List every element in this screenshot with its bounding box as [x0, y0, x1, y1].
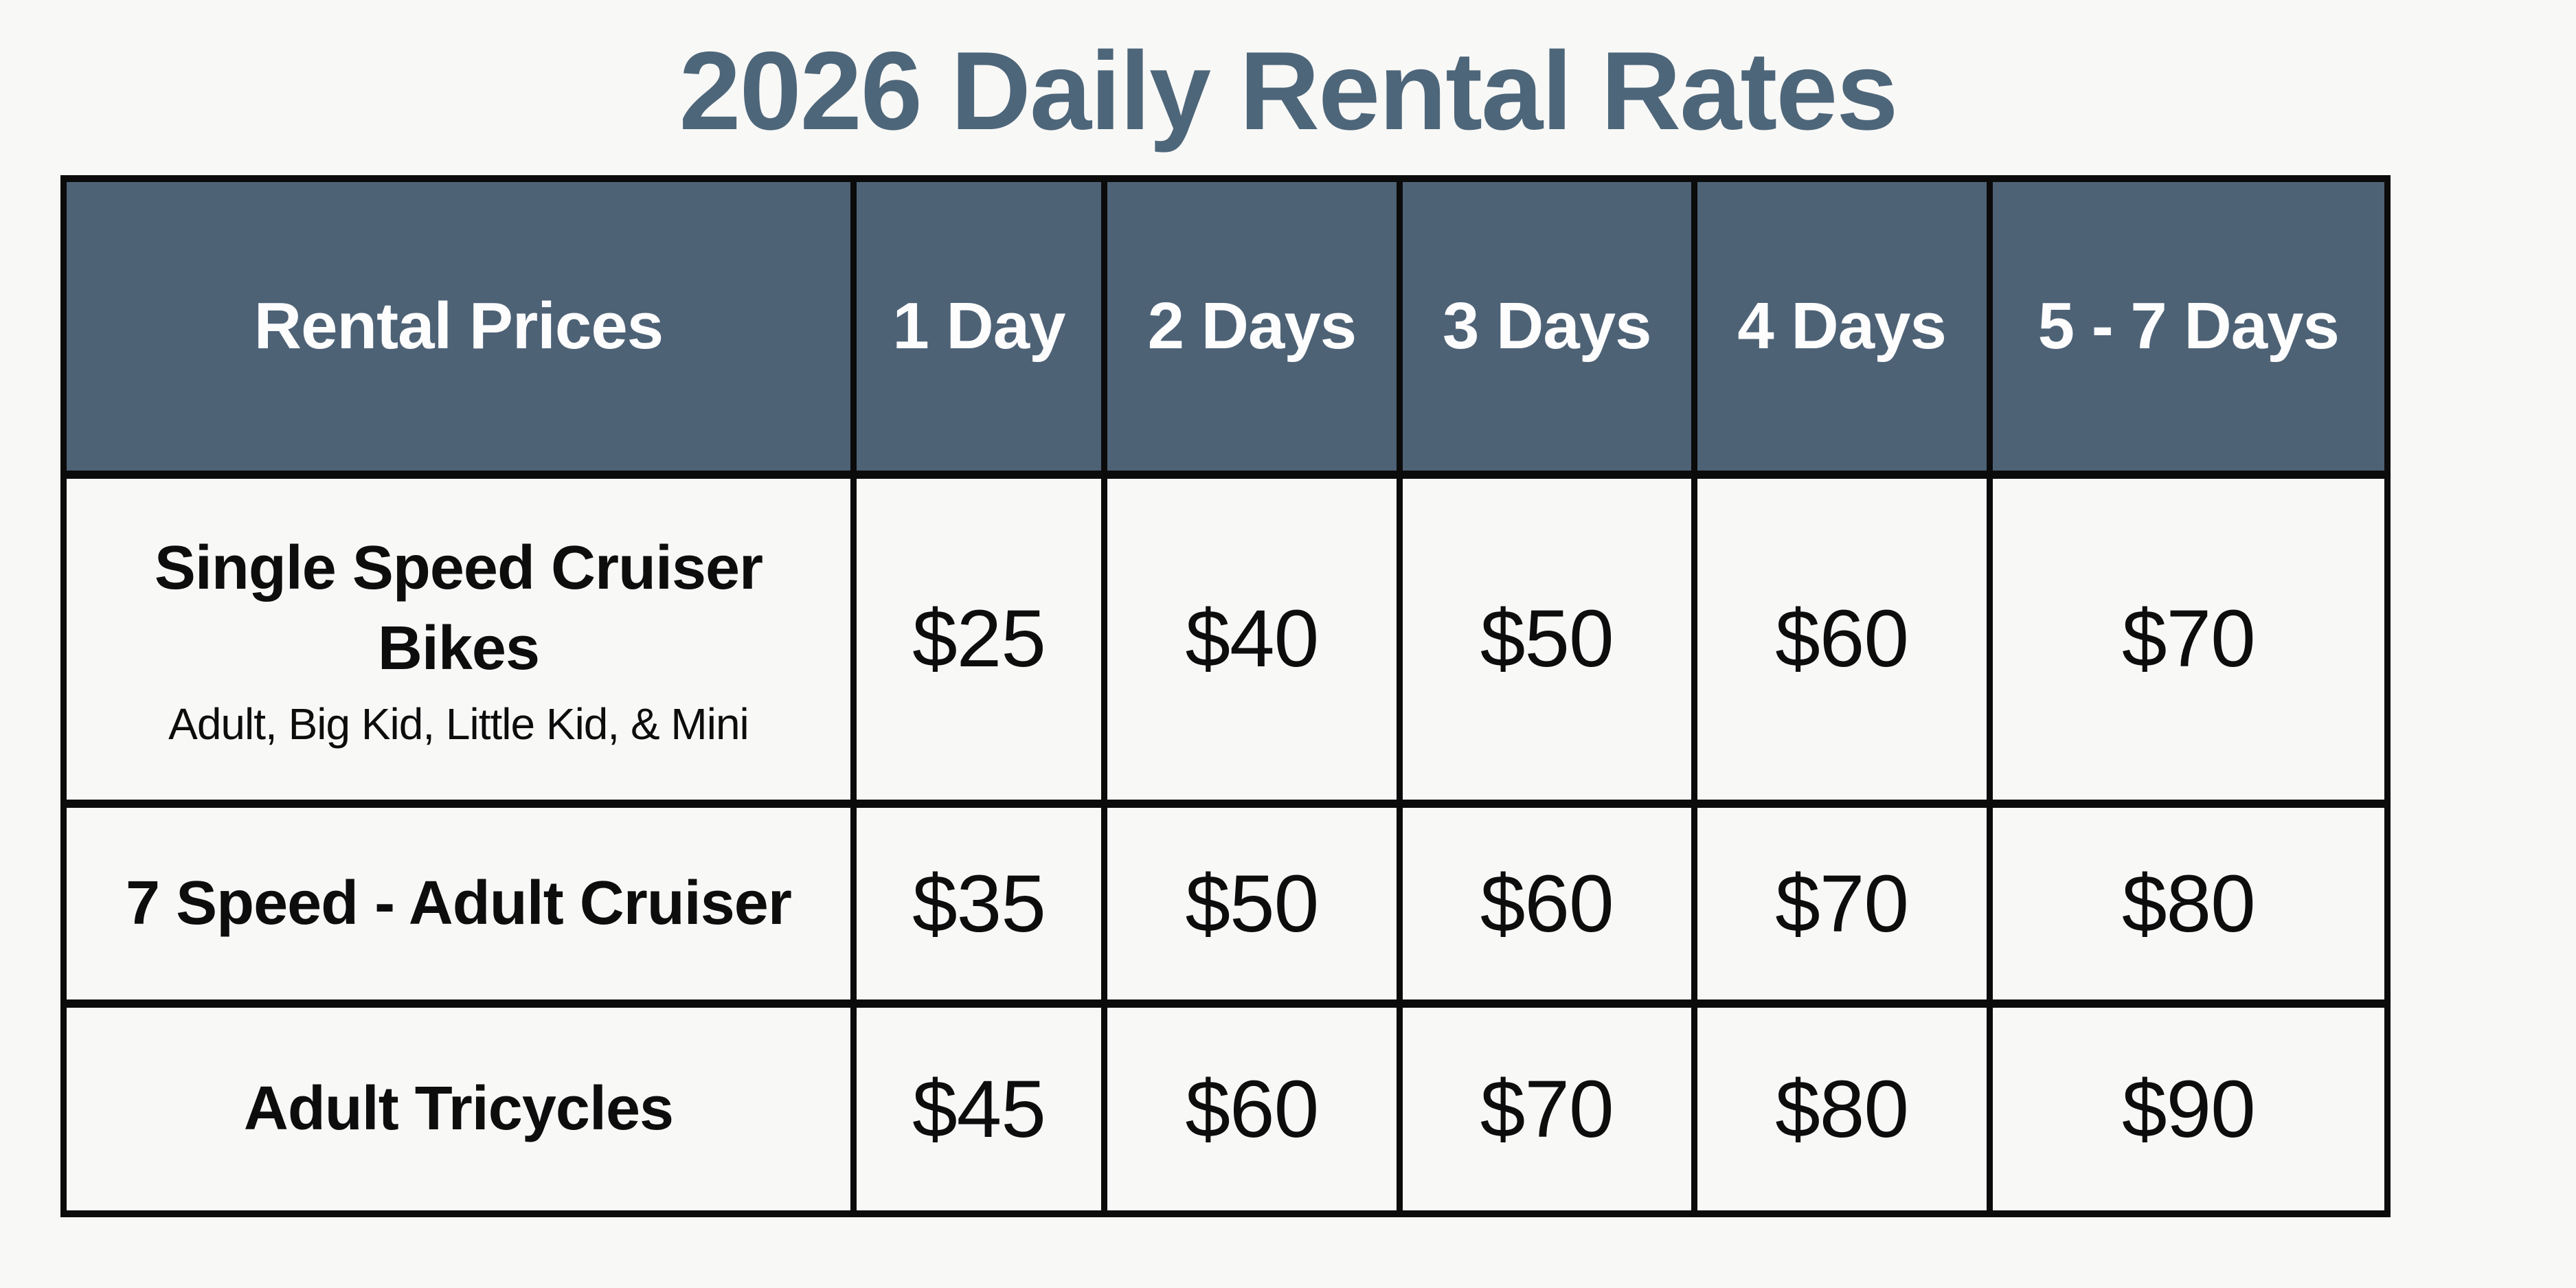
price-cell-tricycles-2-days: $60 — [1107, 1008, 1397, 1210]
price-cell-7-speed-3-days: $60 — [1402, 807, 1691, 1000]
price-cell-7-speed-2-days: $50 — [1107, 807, 1397, 1000]
price-value: $80 — [2121, 858, 2256, 949]
header-label-4-days: 4 Days — [1737, 289, 1947, 363]
price-value: $60 — [1480, 858, 1614, 949]
header-label-3-days: 3 Days — [1442, 289, 1652, 363]
header-cell-1-day: 1 Day — [856, 182, 1101, 471]
header-cell-5-7-days: 5 - 7 Days — [1992, 182, 2384, 471]
price-cell-single-speed-3-days: $50 — [1402, 478, 1691, 800]
header-cell-4-days: 4 Days — [1697, 182, 1987, 471]
row-label: Single Speed Cruiser Bikes — [154, 534, 763, 683]
price-value: $45 — [912, 1063, 1046, 1155]
price-cell-7-speed-5-7-days: $80 — [1992, 807, 2384, 1000]
price-cell-single-speed-1-day: $25 — [856, 478, 1101, 800]
price-cell-7-speed-1-day: $35 — [856, 807, 1101, 1000]
price-value: $25 — [912, 594, 1046, 685]
header-cell-2-days: 2 Days — [1107, 182, 1397, 471]
header-label-1-day: 1 Day — [892, 289, 1065, 363]
table-row-7-speed-label-cell: 7 Speed - Adult Cruiser — [67, 807, 850, 1000]
rental-rates-table: Rental Prices 1 Day 2 Days 3 Days 4 Days… — [60, 175, 2391, 1217]
row-label: Adult Tricycles — [243, 1074, 674, 1144]
price-value: $60 — [1775, 594, 1909, 685]
price-value: $90 — [2121, 1063, 2256, 1155]
price-value: $40 — [1185, 594, 1319, 685]
price-cell-7-speed-4-days: $70 — [1697, 807, 1987, 1000]
row-sublabel: Adult, Big Kid, Little Kid, & Mini — [168, 699, 749, 749]
header-cell-3-days: 3 Days — [1402, 182, 1691, 471]
header-label-2-days: 2 Days — [1147, 289, 1357, 363]
price-value: $60 — [1185, 1063, 1319, 1155]
table-row-single-speed-label-cell: Single Speed Cruiser Bikes Adult, Big Ki… — [67, 478, 850, 800]
price-cell-tricycles-4-days: $80 — [1697, 1008, 1987, 1210]
price-value: $50 — [1185, 858, 1319, 949]
row-label: 7 Speed - Adult Cruiser — [126, 869, 792, 938]
price-cell-single-speed-2-days: $40 — [1107, 478, 1397, 800]
price-cell-single-speed-4-days: $60 — [1697, 478, 1987, 800]
price-value: $35 — [912, 858, 1046, 949]
price-value: $50 — [1480, 594, 1614, 685]
price-cell-tricycles-1-day: $45 — [856, 1008, 1101, 1210]
header-label-rental-prices: Rental Prices — [253, 289, 664, 363]
price-cell-single-speed-5-7-days: $70 — [1992, 478, 2384, 800]
table-row-adult-tricycles-label-cell: Adult Tricycles — [67, 1008, 850, 1210]
price-value: $70 — [2121, 594, 2256, 685]
price-value: $80 — [1775, 1063, 1909, 1155]
price-value: $70 — [1775, 858, 1909, 949]
price-cell-tricycles-5-7-days: $90 — [1992, 1008, 2384, 1210]
price-cell-tricycles-3-days: $70 — [1402, 1008, 1691, 1210]
page-title: 2026 Daily Rental Rates — [679, 29, 1899, 153]
header-cell-rental-prices: Rental Prices — [67, 182, 850, 471]
price-value: $70 — [1480, 1063, 1614, 1155]
header-label-5-7-days: 5 - 7 Days — [2037, 289, 2340, 363]
